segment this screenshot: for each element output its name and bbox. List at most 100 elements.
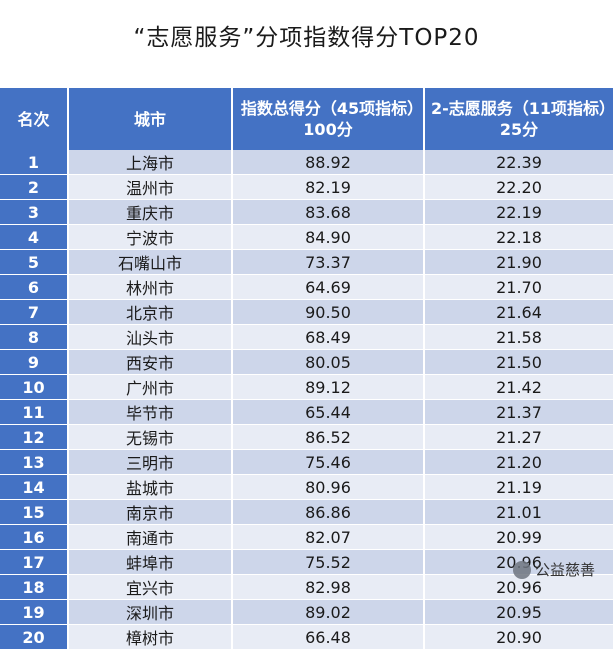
total-score-cell: 86.86 — [232, 499, 425, 525]
header-volunteer-score: 2-志愿服务（11项指标）25分 — [424, 88, 613, 150]
rank-cell: 14 — [0, 474, 69, 500]
volunteer-score-cell: 21.01 — [424, 499, 613, 525]
table-row: 15 南京市 86.86 21.01 — [0, 499, 613, 525]
total-score-cell: 75.52 — [232, 549, 425, 575]
city-cell: 南京市 — [68, 499, 233, 525]
rank-cell: 2 — [0, 174, 69, 200]
header-total-score: 指数总得分（45项指标）100分 — [232, 88, 425, 150]
total-score-cell: 75.46 — [232, 449, 425, 475]
rank-cell: 1 — [0, 150, 69, 175]
total-score-cell: 86.52 — [232, 424, 425, 450]
total-score-cell: 84.90 — [232, 224, 425, 250]
city-cell: 重庆市 — [68, 199, 233, 225]
table-row: 11 毕节市 65.44 21.37 — [0, 399, 613, 425]
table-row: 13 三明市 75.46 21.20 — [0, 449, 613, 475]
city-cell: 温州市 — [68, 174, 233, 200]
city-cell: 三明市 — [68, 449, 233, 475]
table-row: 16 南通市 82.07 20.99 — [0, 524, 613, 550]
volunteer-score-cell: 22.39 — [424, 150, 613, 175]
rank-cell: 17 — [0, 549, 69, 575]
city-cell: 无锡市 — [68, 424, 233, 450]
total-score-cell: 64.69 — [232, 274, 425, 300]
table-row: 12 无锡市 86.52 21.27 — [0, 424, 613, 450]
volunteer-score-cell: 20.99 — [424, 524, 613, 550]
city-cell: 深圳市 — [68, 599, 233, 625]
table-row: 7 北京市 90.50 21.64 — [0, 299, 613, 325]
total-score-cell: 89.12 — [232, 374, 425, 400]
rank-cell: 9 — [0, 349, 69, 375]
volunteer-score-cell: 20.96 — [424, 574, 613, 600]
total-score-cell: 83.68 — [232, 199, 425, 225]
table-row: 2 温州市 82.19 22.20 — [0, 174, 613, 200]
volunteer-score-cell: 21.20 — [424, 449, 613, 475]
rank-cell: 7 — [0, 299, 69, 325]
total-score-cell: 80.96 — [232, 474, 425, 500]
volunteer-score-cell: 21.50 — [424, 349, 613, 375]
rank-cell: 11 — [0, 399, 69, 425]
volunteer-score-cell: 21.19 — [424, 474, 613, 500]
total-score-cell: 73.37 — [232, 249, 425, 275]
rank-cell: 19 — [0, 599, 69, 625]
wechat-logo-icon — [512, 560, 531, 579]
table-body: 1 上海市 88.92 22.39 2 温州市 82.19 22.20 3 重庆市 83.68 22.… — [0, 150, 613, 650]
city-cell: 毕节市 — [68, 399, 233, 425]
total-score-cell: 66.48 — [232, 624, 425, 650]
rank-cell: 18 — [0, 574, 69, 600]
volunteer-score-cell: 21.90 — [424, 249, 613, 275]
table-row: 19 深圳市 89.02 20.95 — [0, 599, 613, 625]
table-row: 5 石嘴山市 73.37 21.90 — [0, 249, 613, 275]
volunteer-score-cell: 21.70 — [424, 274, 613, 300]
volunteer-score-cell: 21.42 — [424, 374, 613, 400]
table-row: 6 林州市 64.69 21.70 — [0, 274, 613, 300]
table-row: 8 汕头市 68.49 21.58 — [0, 324, 613, 350]
table-row: 1 上海市 88.92 22.39 — [0, 150, 613, 175]
rank-cell: 16 — [0, 524, 69, 550]
table-row: 20 樟树市 66.48 20.90 — [0, 624, 613, 650]
city-cell: 南通市 — [68, 524, 233, 550]
city-cell: 樟树市 — [68, 624, 233, 650]
city-cell: 林州市 — [68, 274, 233, 300]
city-cell: 汕头市 — [68, 324, 233, 350]
city-cell: 蚌埠市 — [68, 549, 233, 575]
volunteer-score-cell: 21.37 — [424, 399, 613, 425]
table-row: 4 宁波市 84.90 22.18 — [0, 224, 613, 250]
volunteer-score-cell: 20.90 — [424, 624, 613, 650]
total-score-cell: 82.98 — [232, 574, 425, 600]
total-score-cell: 90.50 — [232, 299, 425, 325]
header-row: 名次 城市 指数总得分（45项指标）100分 2-志愿服务（11项指标）25分 — [0, 88, 613, 150]
rank-cell: 5 — [0, 249, 69, 275]
total-score-cell: 82.07 — [232, 524, 425, 550]
rank-cell: 10 — [0, 374, 69, 400]
volunteer-score-cell: 21.27 — [424, 424, 613, 450]
city-cell: 广州市 — [68, 374, 233, 400]
city-cell: 石嘴山市 — [68, 249, 233, 275]
rank-cell: 3 — [0, 199, 69, 225]
table-row: 9 西安市 80.05 21.50 — [0, 349, 613, 375]
city-cell: 北京市 — [68, 299, 233, 325]
volunteer-score-cell: 22.19 — [424, 199, 613, 225]
volunteer-score-cell: 21.58 — [424, 324, 613, 350]
city-cell: 宜兴市 — [68, 574, 233, 600]
city-cell: 西安市 — [68, 349, 233, 375]
page-title: “志愿服务”分项指数得分TOP20 — [133, 25, 480, 51]
total-score-cell: 80.05 — [232, 349, 425, 375]
rank-cell: 8 — [0, 324, 69, 350]
total-score-cell: 82.19 — [232, 174, 425, 200]
rank-cell: 20 — [0, 624, 69, 650]
watermark-text: 公益慈善 — [534, 561, 595, 579]
city-cell: 上海市 — [68, 150, 233, 175]
total-score-cell: 88.92 — [232, 150, 425, 175]
rank-cell: 13 — [0, 449, 69, 475]
rank-cell: 15 — [0, 499, 69, 525]
table-row: 3 重庆市 83.68 22.19 — [0, 199, 613, 225]
volunteer-score-cell: 22.18 — [424, 224, 613, 250]
city-cell: 宁波市 — [68, 224, 233, 250]
header-city: 城市 — [68, 88, 233, 150]
city-cell: 盐城市 — [68, 474, 233, 500]
table-header: 名次 城市 指数总得分（45项指标）100分 2-志愿服务（11项指标）25分 — [0, 88, 613, 150]
rank-cell: 6 — [0, 274, 69, 300]
rank-cell: 12 — [0, 424, 69, 450]
table-row: 10 广州市 89.12 21.42 — [0, 374, 613, 400]
watermark: 公益慈善 — [512, 559, 595, 580]
